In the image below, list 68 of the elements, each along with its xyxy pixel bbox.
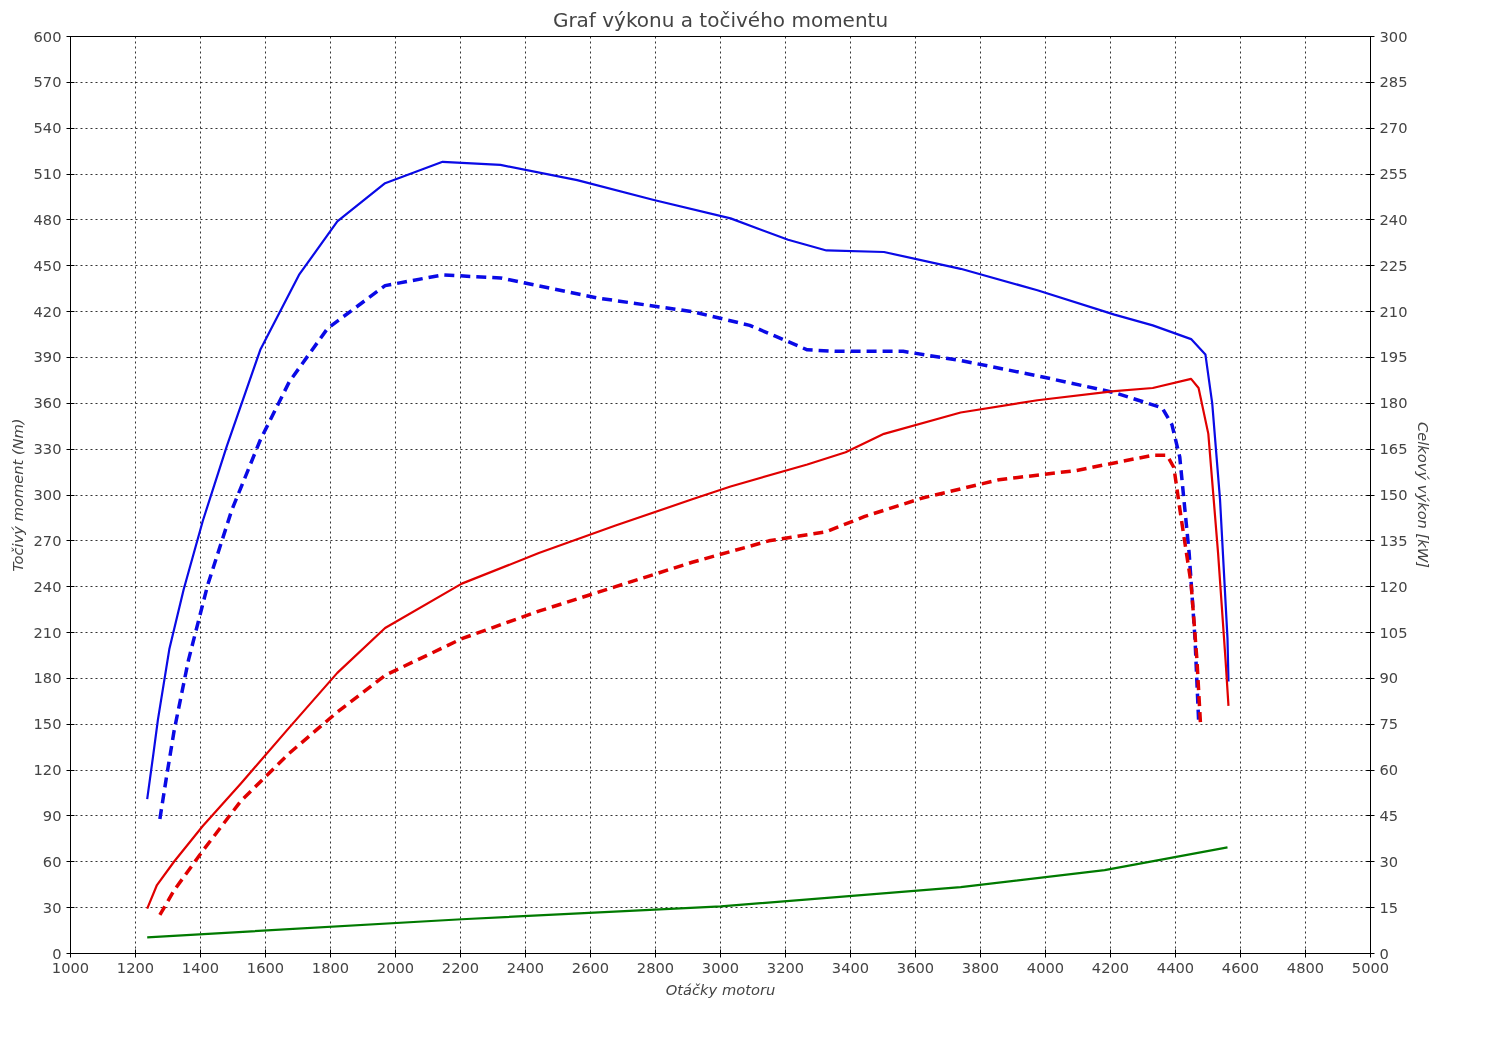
- y-tick-label: 450: [33, 256, 62, 274]
- x-tick-label: 3600: [896, 958, 935, 976]
- y-tick-label: 330: [33, 440, 62, 458]
- y2-tick-label: 165: [1379, 440, 1408, 458]
- y-tick-label: 240: [33, 577, 62, 595]
- y-tick-label: 120: [33, 761, 62, 779]
- y2-tick-label: 210: [1379, 302, 1408, 320]
- x-tick-label: 4400: [1156, 958, 1195, 976]
- y2-tick-label: 240: [1379, 210, 1408, 228]
- y2-tick-label: 255: [1379, 165, 1408, 183]
- y2-axis-title: Celkový výkon [kW]: [1415, 422, 1433, 569]
- y-tick-label: 390: [33, 348, 62, 366]
- x-tick-label: 2800: [636, 958, 675, 976]
- y2-tick-label: 75: [1379, 715, 1399, 733]
- x-tick-label: 3800: [961, 958, 1000, 976]
- y-tick-label: 150: [33, 715, 62, 733]
- y2-tick-label: 15: [1379, 898, 1399, 916]
- y2-tick-label: 30: [1379, 852, 1399, 870]
- y-tick-label: 360: [33, 394, 62, 412]
- x-tick-label: 1800: [311, 958, 350, 976]
- x-tick-label: 4200: [1091, 958, 1130, 976]
- line-series: [146, 846, 1229, 939]
- y-tick-label: 30: [42, 898, 62, 916]
- chart-title: Graf výkonu a točivého momentu: [552, 7, 889, 32]
- y-tick-label: 60: [42, 852, 62, 870]
- line-series: [146, 160, 1230, 801]
- x-tick-label: 4000: [1026, 958, 1065, 976]
- y2-tick-label: 45: [1379, 806, 1399, 824]
- x-tick-label: 4600: [1221, 958, 1260, 976]
- y-tick-label: 90: [42, 806, 62, 824]
- y-tick-label: 540: [33, 119, 62, 137]
- y2-tick-label: 180: [1379, 394, 1408, 412]
- x-tick-label: 3200: [766, 958, 805, 976]
- y2-tick-label: 270: [1379, 119, 1408, 137]
- x-tick-label: 4800: [1286, 958, 1325, 976]
- y2-tick-label: 135: [1379, 531, 1408, 549]
- x-tick-label: 1600: [246, 958, 285, 976]
- y2-tick-label: 60: [1379, 761, 1399, 779]
- line-series: [146, 377, 1230, 910]
- x-tick-label: 2400: [506, 958, 545, 976]
- y2-tick-label: 105: [1379, 623, 1408, 641]
- line-series: [158, 273, 1201, 821]
- y-tick-label: 480: [33, 210, 62, 228]
- y-tick-label: 180: [33, 669, 62, 687]
- y-tick-label: 420: [33, 302, 62, 320]
- y-tick-label: 300: [33, 486, 62, 503]
- y2-tick-label: 120: [1379, 577, 1408, 595]
- x-tick-label: 1200: [116, 958, 155, 976]
- x-tick-label: 3400: [831, 958, 870, 976]
- y2-tick-label: 300: [1379, 27, 1408, 45]
- y2-tick-label: 285: [1379, 73, 1408, 91]
- x-tick-label: 2200: [441, 958, 480, 976]
- y-tick-label: 570: [33, 73, 62, 91]
- x-tick-label: 1400: [181, 958, 220, 976]
- y-tick-label: 270: [33, 531, 62, 549]
- y-tick-label: 510: [33, 165, 62, 183]
- x-tick-label: 3000: [701, 958, 740, 976]
- y-axis-title: Točivý moment (Nm): [8, 418, 26, 572]
- y2-tick-label: 225: [1379, 256, 1408, 274]
- x-tick-label: 2600: [571, 958, 610, 976]
- y-tick-label: 210: [33, 623, 62, 641]
- y-tick-label: 600: [33, 27, 62, 45]
- y2-tick-label: 195: [1379, 348, 1408, 366]
- y2-tick-label: 150: [1379, 486, 1408, 503]
- x-axis-title: Otáčky motoru: [665, 980, 776, 998]
- line-series: [158, 453, 1203, 917]
- y2-tick-label: 90: [1379, 669, 1399, 687]
- x-tick-label: 2000: [376, 958, 415, 976]
